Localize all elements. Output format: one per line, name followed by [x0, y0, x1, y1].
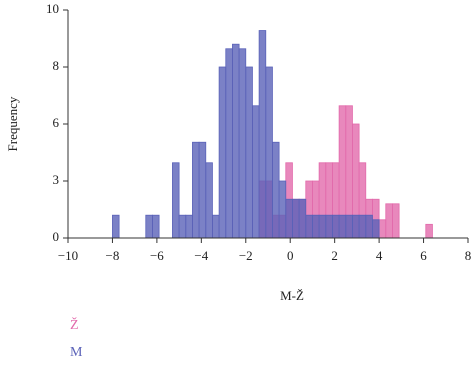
bar	[112, 214, 120, 239]
x-tick-label: 8	[465, 248, 472, 263]
bar	[385, 203, 393, 239]
bar	[305, 214, 313, 239]
legend-label: M	[70, 345, 83, 360]
y-tick-label: 0	[53, 229, 60, 244]
bar	[372, 219, 380, 239]
bar	[198, 141, 207, 239]
bar	[212, 214, 220, 239]
bar	[225, 48, 233, 239]
y-tick-label: 6	[53, 115, 60, 130]
bar	[312, 214, 320, 239]
x-tick-label: 0	[287, 248, 294, 263]
bar	[425, 223, 433, 239]
bar	[232, 43, 240, 239]
x-tick-label: 2	[331, 248, 338, 263]
x-axis-label: M-Ž	[280, 288, 304, 303]
bar	[318, 214, 327, 239]
bar	[258, 30, 267, 239]
bar	[292, 198, 300, 239]
bar	[272, 141, 280, 239]
y-axis-label: Frequency	[5, 96, 20, 151]
bar	[245, 66, 253, 239]
y-tick-label: 10	[46, 1, 59, 16]
bar	[338, 214, 347, 239]
x-tick-label: −4	[194, 248, 208, 263]
x-tick-label: −10	[58, 248, 78, 263]
bar	[238, 48, 247, 239]
x-tick-label: 6	[420, 248, 427, 263]
bar	[345, 214, 353, 239]
bar	[285, 198, 293, 239]
bar	[172, 162, 180, 239]
bar	[152, 214, 160, 239]
x-tick-label: −2	[239, 248, 253, 263]
y-tick-label: 3	[53, 172, 60, 187]
bar	[178, 214, 187, 239]
bar	[332, 214, 340, 239]
bar	[145, 214, 153, 239]
x-tick-label: −8	[106, 248, 120, 263]
legend-label: Ž	[70, 316, 79, 333]
bar	[378, 219, 387, 239]
bar	[205, 162, 213, 239]
bar	[278, 180, 287, 239]
bar	[218, 66, 227, 239]
bar	[352, 214, 360, 239]
bar	[392, 203, 400, 239]
bar	[325, 214, 333, 239]
bar	[265, 66, 273, 239]
bar	[252, 105, 260, 239]
bar	[185, 214, 193, 239]
bar	[365, 214, 373, 239]
bar	[192, 141, 200, 239]
x-tick-label: −6	[150, 248, 164, 263]
bar	[358, 214, 367, 239]
y-tick-label: 8	[53, 58, 60, 73]
bar	[298, 198, 307, 239]
x-tick-label: 4	[376, 248, 383, 263]
